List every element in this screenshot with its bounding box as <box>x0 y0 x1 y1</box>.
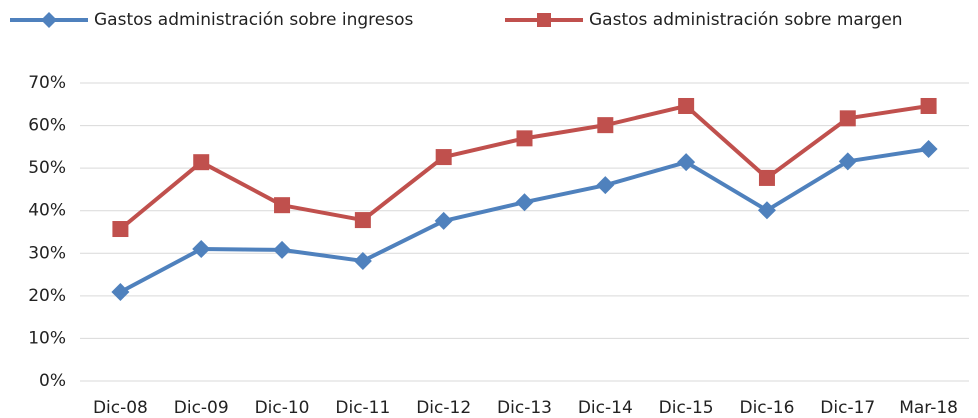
x-tick-label: Dic-14 <box>578 398 633 418</box>
marker <box>838 152 857 171</box>
marker <box>354 212 371 229</box>
marker <box>434 211 453 230</box>
marker <box>274 197 291 214</box>
marker <box>758 169 775 186</box>
marker <box>839 110 856 127</box>
x-tick-label: Dic-11 <box>335 398 390 418</box>
x-tick-label: Dic-10 <box>255 398 310 418</box>
marker <box>353 251 372 270</box>
y-tick-label: 0% <box>39 371 66 391</box>
y-tick-label: 50% <box>28 158 66 178</box>
legend-label: Gastos administración sobre margen <box>589 10 903 30</box>
marker <box>111 283 130 302</box>
series-line <box>119 147 929 294</box>
y-tick-label: 60% <box>28 116 66 136</box>
legend-marker <box>537 13 551 27</box>
marker <box>193 154 210 171</box>
legend-marker <box>41 12 57 28</box>
marker <box>678 97 695 114</box>
y-tick-label: 70% <box>28 73 66 93</box>
marker <box>516 130 533 147</box>
x-tick-label: Dic-15 <box>659 398 714 418</box>
x-tick-label: Dic-12 <box>416 398 471 418</box>
marker <box>435 149 452 166</box>
marker <box>596 176 615 195</box>
marker <box>597 117 614 134</box>
x-tick-label: Dic-09 <box>174 398 229 418</box>
y-tick-label: 10% <box>28 328 66 348</box>
marker <box>515 193 534 212</box>
y-tick-label: 40% <box>28 201 66 221</box>
marker <box>757 201 776 220</box>
x-tick-label: Dic-16 <box>739 398 794 418</box>
x-tick-label: Dic-13 <box>497 398 552 418</box>
x-tick-label: Dic-17 <box>820 398 875 418</box>
marker <box>677 153 696 172</box>
y-tick-label: 20% <box>28 286 66 306</box>
marker <box>919 139 938 158</box>
legend-label: Gastos administración sobre ingresos <box>94 10 413 30</box>
marker <box>192 240 211 259</box>
x-tick-label: Mar-18 <box>899 398 958 418</box>
marker <box>920 97 937 114</box>
x-tick-label: Dic-08 <box>93 398 148 418</box>
y-tick-label: 30% <box>28 243 66 263</box>
marker <box>273 240 292 259</box>
marker <box>112 221 129 238</box>
